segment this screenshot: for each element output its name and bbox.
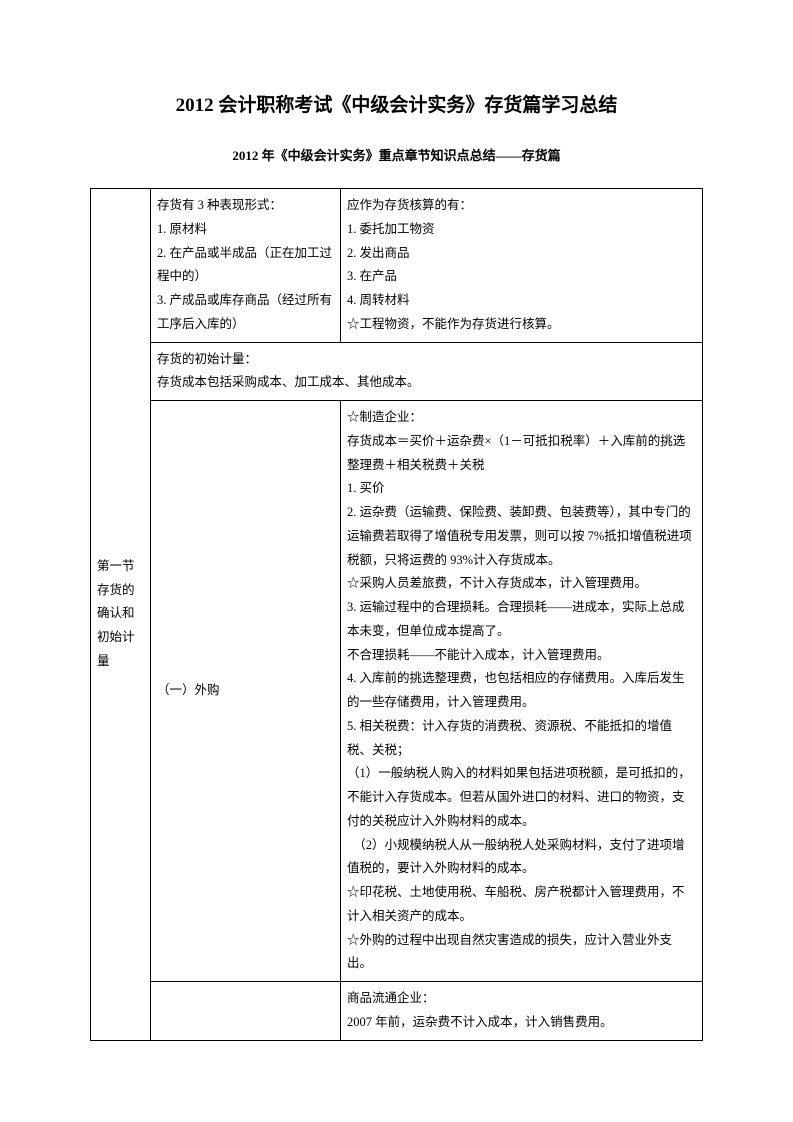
row3-right-line: 2. 运杂费（运输费、保险费、装卸费、包装费等），其中专门的运输费若取得了增值税… [347,501,696,572]
row1-right: 应作为存货核算的有： 1. 委托加工物资 2. 发出商品 3. 在产品 4. 周… [341,189,703,343]
row2-full-text: 存货的初始计量： 存货成本包括采购成本、加工成本、其他成本。 [157,348,696,396]
row4-right: 商品流通企业： 2007 年前，运杂费不计入成本，计入销售费用。 [341,982,703,1041]
row3-left-text: （一）外购 [157,679,334,703]
row3-right-line: ☆采购人员差旅费，不计入存货成本，计入管理费用。 [347,572,696,596]
row3-right-line: （2）小规模纳税人从一般纳税人处采购材料，支付了进项增值税的，要计入外购材料的成… [347,834,696,882]
row1-right-text: 应作为存货核算的有： 1. 委托加工物资 2. 发出商品 3. 在产品 4. 周… [347,194,696,337]
row3-right: ☆制造企业：存货成本＝买价＋运杂费×（1－可抵扣税率）＋入库前的挑选整理费＋相关… [341,401,703,982]
section-label: 第一节 存货的确认和初始计量 [97,555,144,674]
page-title: 2012 会计职称考试《中级会计实务》存货篇学习总结 [90,90,703,117]
row3-left: （一）外购 [151,401,341,982]
row3-right-line: 存货成本＝买价＋运杂费×（1－可抵扣税率）＋入库前的挑选整理费＋相关税费＋关税 [347,430,696,478]
row4-right-text: 商品流通企业： 2007 年前，运杂费不计入成本，计入销售费用。 [347,987,696,1035]
row1-left-text: 存货有 3 种表现形式： 1. 原材料 2. 在产品或半成品（正在加工过程中的）… [157,194,334,337]
row3-right-line: 3. 运输过程中的合理损耗。合理损耗——进成本，实际上总成本未变，但单位成本提高… [347,596,696,644]
row1-left: 存货有 3 种表现形式： 1. 原材料 2. 在产品或半成品（正在加工过程中的）… [151,189,341,343]
row3-right-line: ☆印花税、土地使用税、车船税、房产税都计入管理费用，不计入相关资产的成本。 [347,881,696,929]
row3-right-line: 4. 入库前的挑选整理费，也包括相应的存储费用。入库后发生的一些存储费用，计入管… [347,667,696,715]
row4-left [151,982,341,1041]
row3-right-line: （1）一般纳税人购入的材料如果包括进项税额，是可抵扣的，不能计入存货成本。但若从… [347,762,696,833]
content-table: 第一节 存货的确认和初始计量 存货有 3 种表现形式： 1. 原材料 2. 在产… [90,188,703,1041]
section-label-cell: 第一节 存货的确认和初始计量 [91,189,151,1041]
page-subtitle: 2012 年《中级会计实务》重点章节知识点总结——存货篇 [90,145,703,164]
row3-right-line: 1. 买价 [347,477,696,501]
row3-right-line: 不合理损耗——不能计入成本，计入管理费用。 [347,644,696,668]
row3-right-line: ☆制造企业： [347,406,696,430]
row3-right-line: 5. 相关税费：计入存货的消费税、资源税、不能抵扣的增值税、关税； [347,715,696,763]
row2-full: 存货的初始计量： 存货成本包括采购成本、加工成本、其他成本。 [151,342,703,401]
row3-right-line: ☆外购的过程中出现自然灾害造成的损失，应计入营业外支出。 [347,929,696,977]
